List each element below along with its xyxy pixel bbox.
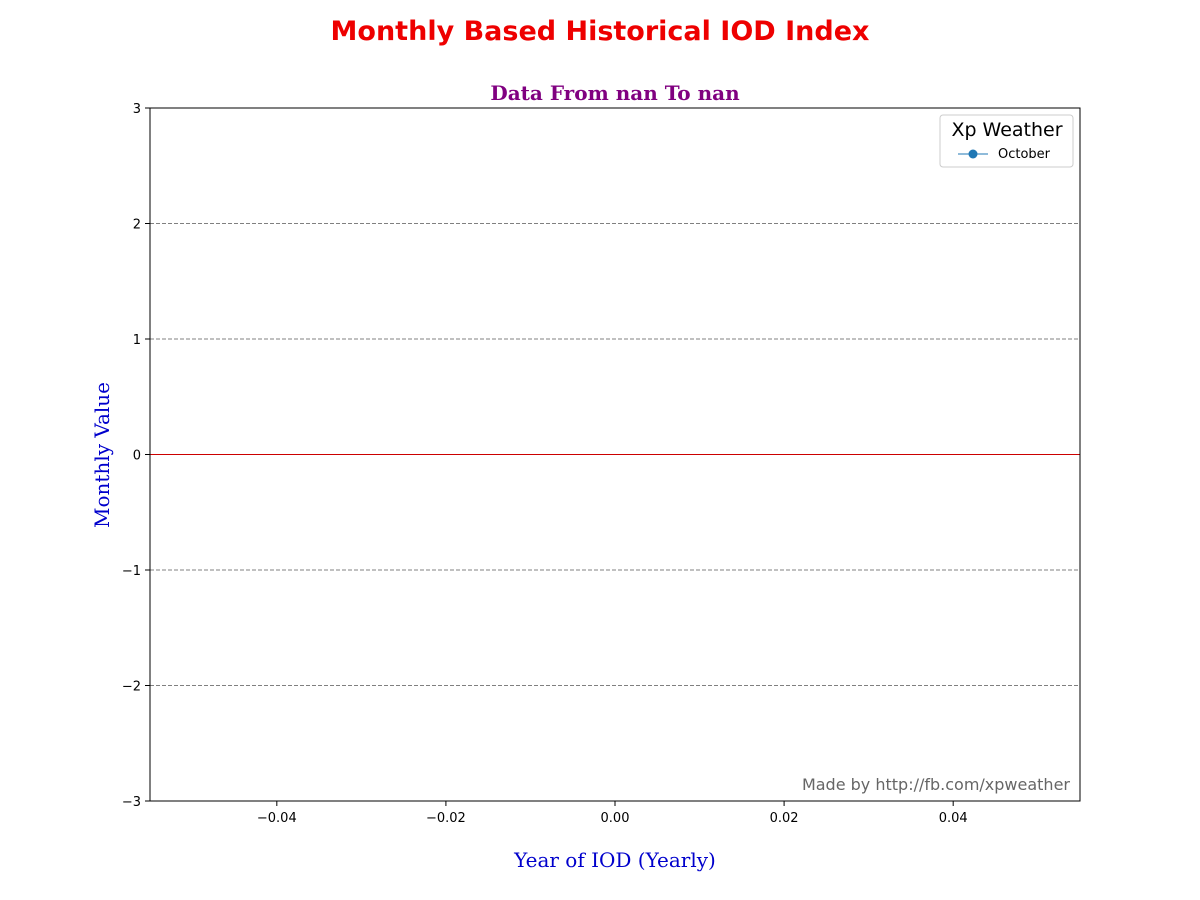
y-tick-label: 2 [133,218,141,233]
x-axis-label: Year of IOD (Yearly) [513,848,716,872]
x-tick-label: −0.02 [426,811,466,826]
x-axis-ticks: −0.04 −0.02 0.00 0.02 0.04 [257,801,968,826]
y-axis-ticks: −3 −2 −1 0 1 2 3 [122,102,150,810]
x-tick-label: 0.02 [770,811,799,826]
legend: Xp Weather October [939,114,1074,168]
watermark-credit: Made by http://fb.com/xpweather [802,775,1070,794]
x-tick-label: −0.04 [257,811,297,826]
y-tick-label: −3 [122,795,141,810]
chart-suptitle: Monthly Based Historical IOD Index [331,16,870,47]
x-tick-label: 0.04 [939,811,968,826]
y-axis-label: Monthly Value [90,382,114,528]
y-tick-label: 1 [133,333,141,348]
legend-october-marker [968,149,978,159]
y-tick-label: −2 [122,680,141,695]
y-tick-label: 3 [133,102,141,117]
y-tick-label: 0 [133,449,141,464]
legend-title: Xp Weather [951,119,1062,141]
legend-entry-october: October [998,147,1051,162]
y-tick-label: −1 [122,564,141,579]
chart-title: Data From nan To nan [490,81,740,105]
x-tick-label: 0.00 [601,811,630,826]
